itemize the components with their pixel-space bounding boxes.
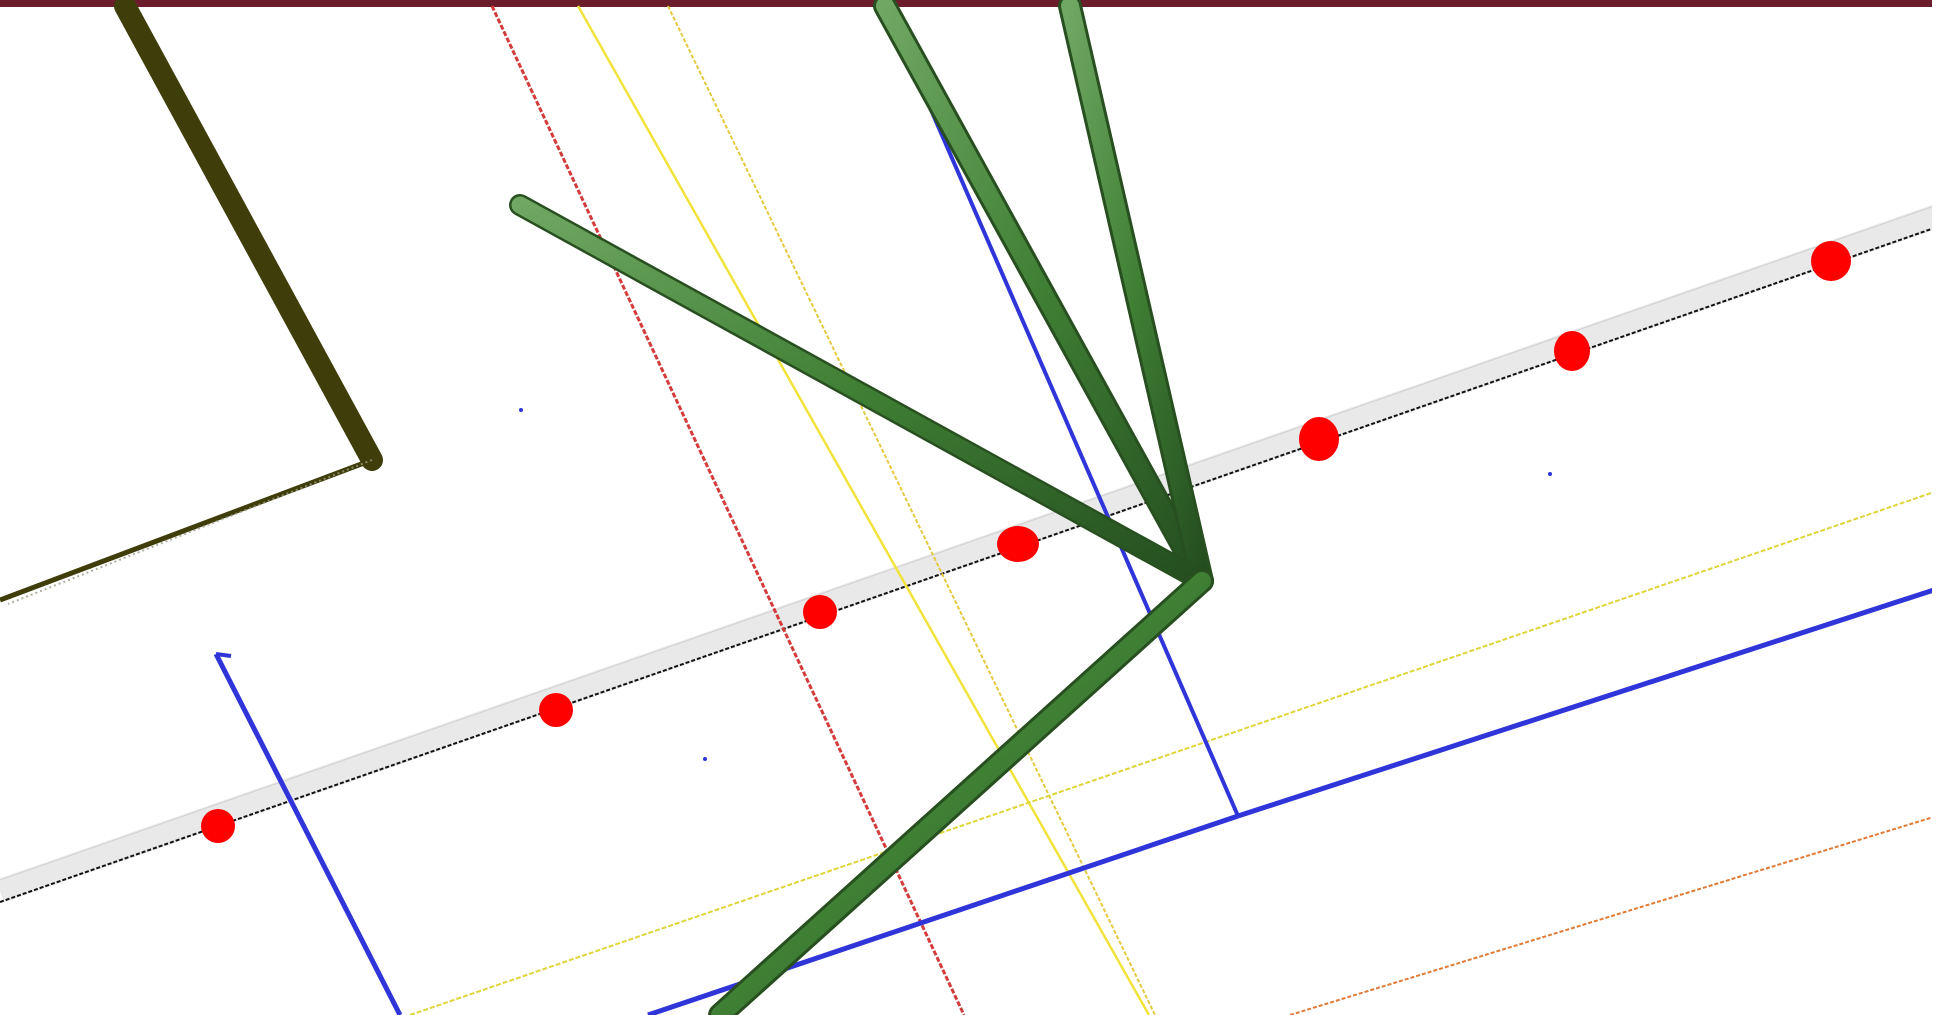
node-marker[interactable] (997, 526, 1039, 562)
orange-guide-line (1289, 814, 1940, 1015)
green-truss-members (509, 0, 1214, 1015)
olive-beam (0, 0, 383, 605)
viewport-right-border (1932, 0, 1940, 1015)
node-marker[interactable] (201, 809, 235, 843)
node-marker[interactable] (803, 595, 837, 629)
yellow-guide-lines (409, 5, 1940, 1015)
node-marker[interactable] (1811, 241, 1851, 281)
grey-rail (0, 203, 1940, 903)
node-marker[interactable] (1299, 417, 1339, 461)
window-title-bar (0, 0, 1940, 7)
blue-frame-lines (213, 79, 1940, 1015)
node-marker[interactable] (539, 693, 573, 727)
node-marker[interactable] (1554, 331, 1590, 371)
red-guide-line (490, 5, 966, 1015)
red-node-markers (201, 241, 1851, 843)
